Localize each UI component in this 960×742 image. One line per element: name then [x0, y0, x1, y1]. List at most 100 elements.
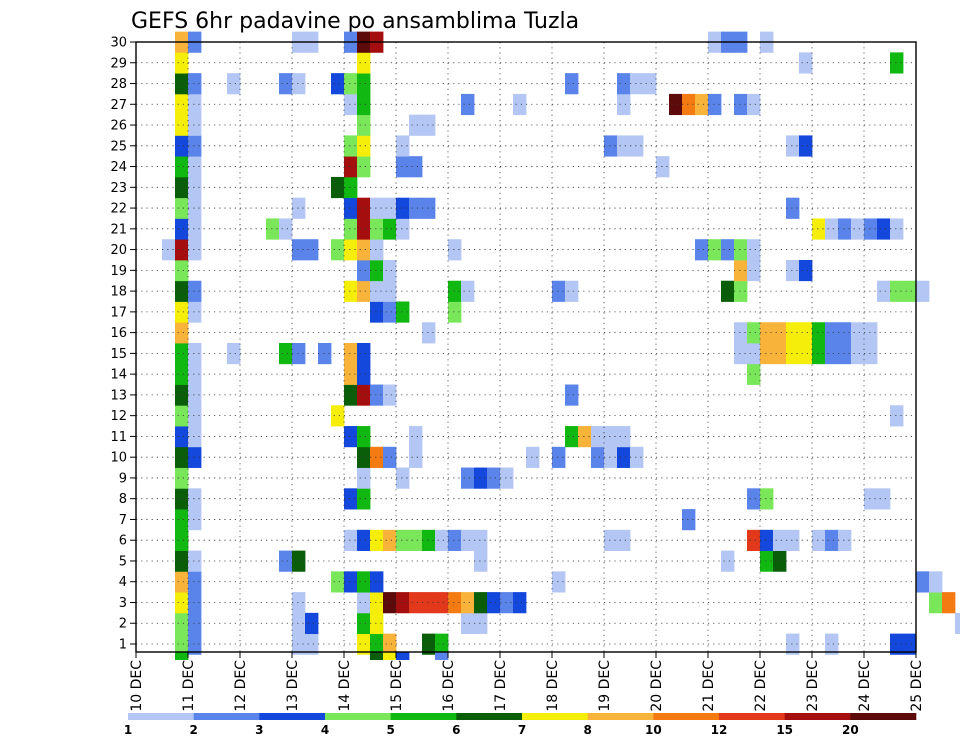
precip-cell	[331, 73, 345, 95]
precip-cell	[357, 488, 371, 510]
precip-cell	[448, 280, 462, 302]
precip-cell	[786, 135, 800, 157]
precip-cell	[773, 550, 787, 572]
colorbar-tick-label: 20	[842, 723, 859, 737]
precip-cell	[344, 93, 358, 116]
precip-cell	[344, 239, 358, 261]
colorbar-tick-label: 10	[645, 723, 662, 737]
precip-cell	[344, 135, 358, 157]
x-tick-label: 22 DEC	[753, 660, 769, 712]
y-tick-label: 16	[110, 326, 127, 341]
precip-cell	[851, 343, 865, 365]
precip-cell	[760, 322, 774, 344]
precip-cell	[175, 384, 189, 406]
precip-cell	[175, 343, 189, 365]
precip-cell	[383, 197, 397, 219]
colorbar-swatch	[325, 713, 391, 720]
precip-cell	[396, 529, 410, 551]
colorbar-tick-label: 6	[452, 723, 460, 737]
colorbar-swatch	[390, 713, 457, 720]
precip-cell	[474, 612, 488, 635]
precip-cell	[890, 218, 904, 240]
y-tick-label: 7	[119, 513, 127, 528]
precip-cell	[279, 550, 293, 572]
precip-cell	[422, 114, 436, 136]
precip-cell	[825, 633, 839, 655]
colorbar-swatch	[719, 713, 785, 720]
precip-cell	[448, 239, 462, 261]
precip-cell	[422, 633, 436, 655]
precip-cell	[344, 280, 358, 302]
precip-cell	[552, 571, 566, 593]
precip-cell	[188, 612, 202, 635]
precip-cell	[617, 73, 631, 95]
precip-cell	[942, 592, 956, 614]
precip-cell	[175, 52, 189, 74]
colorbar-swatch	[784, 713, 851, 720]
colorbar-tick-label: 3	[255, 723, 263, 737]
precip-cell	[279, 343, 293, 365]
precip-cell	[825, 343, 839, 365]
precip-cell	[630, 446, 644, 468]
precip-cell	[188, 426, 202, 448]
precip-cell	[487, 592, 501, 614]
precip-cell	[617, 446, 631, 468]
x-tick-label: 14 DEC	[337, 660, 353, 712]
y-tick-label: 9	[119, 471, 127, 486]
y-tick-label: 13	[110, 388, 127, 403]
precip-cell	[786, 343, 800, 365]
precip-cell	[188, 176, 202, 199]
precip-cell	[175, 239, 189, 261]
precip-cell	[188, 239, 202, 261]
precip-cell	[903, 280, 917, 302]
precip-cell	[422, 529, 436, 551]
x-axis: 10 DEC 11 DEC 12 DEC 13 DEC 14 DEC 15 DEC 16 D…	[129, 652, 925, 712]
y-tick-label: 12	[110, 409, 127, 424]
precip-cell	[175, 197, 189, 219]
precip-cell	[786, 529, 800, 551]
precip-cell	[357, 218, 371, 240]
precip-cell	[357, 612, 371, 635]
precip-cell	[747, 93, 761, 116]
precip-cell	[370, 218, 384, 240]
y-tick-label: 27	[110, 98, 127, 113]
precip-cell	[292, 343, 306, 365]
precip-cell	[175, 592, 189, 614]
colorbar-swatch	[522, 713, 588, 720]
precip-cell	[955, 612, 960, 635]
precip-cell	[357, 633, 371, 655]
precip-cell	[461, 467, 475, 489]
precip-cell	[578, 426, 592, 448]
precip-cell	[409, 446, 423, 468]
precip-cell	[357, 135, 371, 157]
precip-cell	[357, 426, 371, 448]
precip-cell	[357, 239, 371, 261]
precip-cell	[643, 73, 657, 95]
y-tick-label: 26	[110, 119, 127, 134]
precip-cell	[175, 509, 189, 531]
colorbar-tick-label: 8	[583, 723, 591, 737]
chart-title: GEFS 6hr padavine po ansamblima Tuzla	[131, 9, 579, 34]
precip-cell-below-axis	[383, 652, 397, 660]
precip-cell	[890, 280, 904, 302]
precip-cell	[383, 633, 397, 655]
precip-cell	[292, 73, 306, 95]
y-tick-label: 14	[110, 368, 127, 383]
colorbar-swatch	[193, 713, 260, 720]
precip-cell	[604, 135, 618, 157]
precip-cell	[877, 218, 891, 240]
precip-cell	[292, 633, 306, 655]
precip-cell	[877, 488, 891, 510]
precip-cell	[851, 218, 865, 240]
precip-cell	[370, 633, 384, 655]
precip-cell	[591, 446, 605, 468]
precip-cell	[331, 571, 345, 593]
precip-cell	[279, 73, 293, 95]
precip-cell	[396, 197, 410, 219]
precip-cell	[448, 301, 462, 323]
precip-cell	[591, 426, 605, 448]
precip-cell	[175, 633, 189, 655]
precip-cell	[318, 343, 332, 365]
precip-cell-below-axis	[370, 652, 384, 660]
precip-cell	[396, 592, 410, 614]
